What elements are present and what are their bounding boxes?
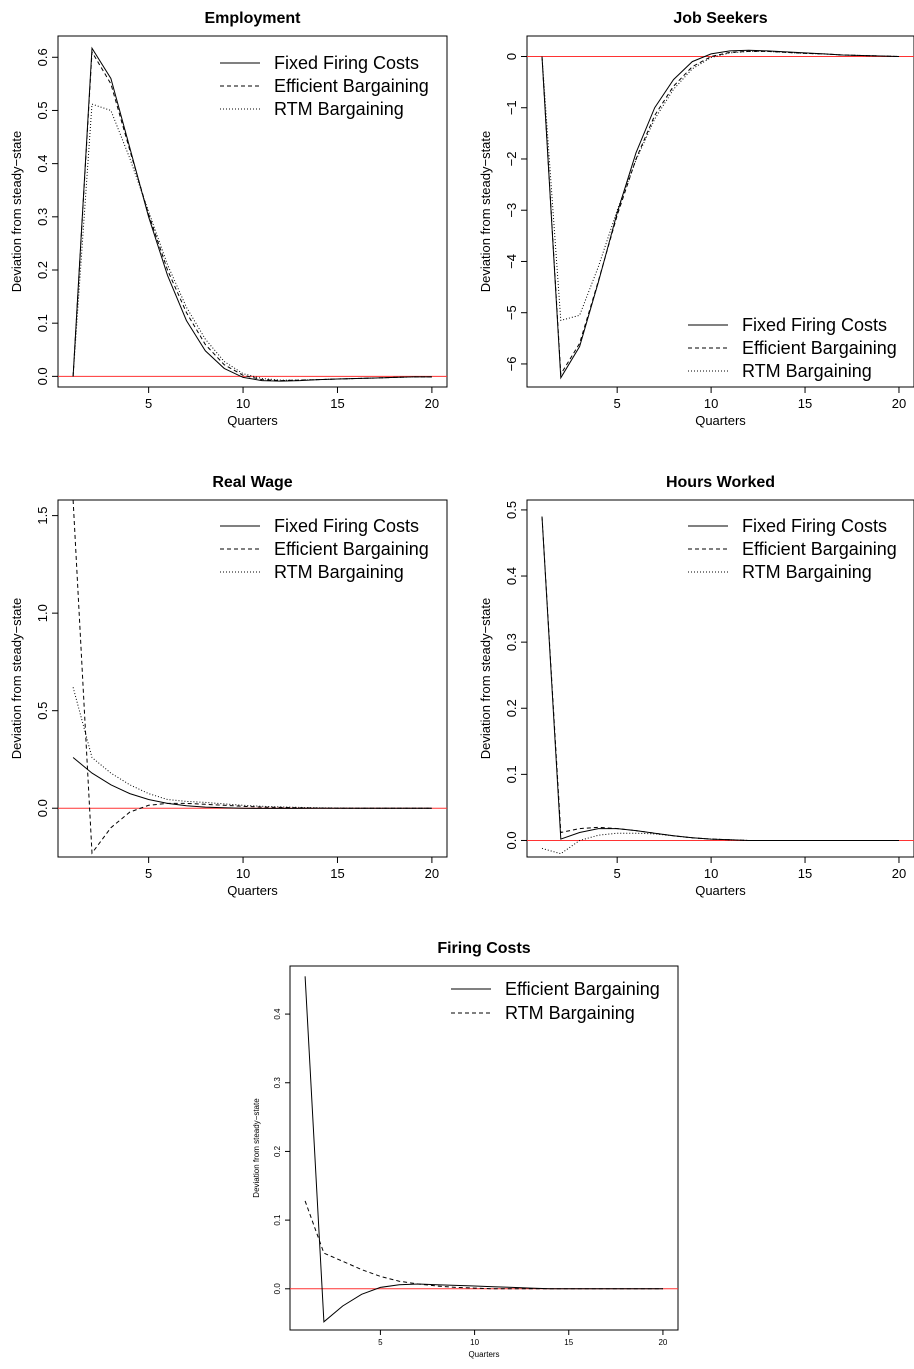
x-tick-label: 10 <box>470 1338 479 1347</box>
y-axis-label: Deviation from steady−state <box>9 598 24 760</box>
plot-frame <box>57 499 448 858</box>
legend-label: Fixed Firing Costs <box>274 53 419 73</box>
y-tick-label: 0.1 <box>273 1214 282 1226</box>
legend-label: Efficient Bargaining <box>274 539 429 559</box>
x-tick-label: 5 <box>145 396 152 411</box>
y-tick-label: 0.3 <box>273 1077 282 1089</box>
legend-label: RTM Bargaining <box>274 99 404 119</box>
chart-panel-2: Real Wage 5 10 15 20 0.0 0.5 1.0 1.5 Quarters Devi… <box>9 474 448 898</box>
y-tick-label: 0.3 <box>35 208 50 226</box>
y-tick-label: 0.2 <box>504 699 519 717</box>
y-tick-label: 0.1 <box>504 765 519 783</box>
x-tick-label: 15 <box>798 396 812 411</box>
x-axis-label: Quarters <box>695 883 746 898</box>
x-tick-label: 10 <box>236 396 250 411</box>
y-tick-label: −5 <box>504 305 519 320</box>
chart-title: Job Seekers <box>673 10 767 27</box>
series-line-0 <box>304 976 663 1323</box>
chart-panel-1: Job Seekers 5 10 15 20 −6 −5 −4 −3 −2 −1 0 Quarters D… <box>478 10 914 428</box>
y-tick-label: 0.1 <box>35 314 50 332</box>
y-tick-label: 0.5 <box>504 501 519 519</box>
x-tick-label: 15 <box>564 1338 573 1347</box>
y-axis-label: Deviation from steady−state <box>9 131 24 293</box>
y-axis-label: Deviation from steady−state <box>478 598 493 760</box>
legend-label: Fixed Firing Costs <box>742 315 887 335</box>
y-axis-label: Deviation from steady−state <box>478 131 493 293</box>
y-tick-label: 0.2 <box>35 261 50 279</box>
y-tick-label: 0.0 <box>35 367 50 385</box>
x-tick-label: 20 <box>658 1338 667 1347</box>
y-axis-label: Deviation from steady−state <box>252 1098 261 1198</box>
x-tick-label: 10 <box>236 866 250 881</box>
y-tick-label: 0.6 <box>35 48 50 66</box>
x-tick-label: 10 <box>704 396 718 411</box>
chart-panel-0: Employment 5 10 15 20 0.0 0.1 0.2 0.3 0.4 0.5 0.6 Qu… <box>9 10 448 428</box>
x-tick-label: 5 <box>614 396 621 411</box>
plot-frame <box>526 35 914 388</box>
y-tick-label: −3 <box>504 203 519 218</box>
legend-label: Fixed Firing Costs <box>742 516 887 536</box>
legend-label: Efficient Bargaining <box>505 979 660 999</box>
series-line-2 <box>541 832 899 855</box>
y-tick-label: −6 <box>504 357 519 372</box>
x-tick-label: 20 <box>892 866 906 881</box>
y-tick-label: 0 <box>504 53 519 60</box>
legend-label: RTM Bargaining <box>742 562 872 582</box>
y-tick-label: −2 <box>504 152 519 167</box>
y-tick-label: 0.2 <box>273 1145 282 1157</box>
x-tick-label: 20 <box>425 396 439 411</box>
y-tick-label: −1 <box>504 100 519 115</box>
series-line-1 <box>72 50 432 382</box>
x-axis-label: Quarters <box>227 883 278 898</box>
x-tick-label: 5 <box>614 866 621 881</box>
chart-title: Firing Costs <box>437 940 530 957</box>
x-axis-label: Quarters <box>227 413 278 428</box>
plot-frame <box>526 499 914 858</box>
chart-title: Real Wage <box>212 474 292 491</box>
x-tick-label: 20 <box>425 866 439 881</box>
chart-panel-3: Hours Worked 5 10 15 20 0.0 0.1 0.2 0.3 0.4 0.5 Qua… <box>478 474 914 898</box>
legend-label: RTM Bargaining <box>742 361 872 381</box>
x-axis-label: Quarters <box>468 1350 499 1359</box>
x-tick-label: 5 <box>378 1338 383 1347</box>
series-line-1 <box>72 499 432 855</box>
legend-label: Efficient Bargaining <box>742 539 897 559</box>
x-tick-label: 15 <box>330 396 344 411</box>
x-axis-label: Quarters <box>695 413 746 428</box>
y-tick-label: 0.5 <box>35 101 50 119</box>
chart-title: Employment <box>204 10 301 27</box>
y-tick-label: 1.0 <box>35 604 50 622</box>
y-tick-label: −4 <box>504 254 519 269</box>
y-tick-label: 0.4 <box>35 155 50 173</box>
y-tick-label: 0.0 <box>273 1283 282 1295</box>
x-tick-label: 20 <box>892 396 906 411</box>
plot-frame <box>57 35 448 388</box>
y-tick-label: 0.5 <box>35 702 50 720</box>
y-tick-label: 0.0 <box>504 831 519 849</box>
chart-title: Hours Worked <box>666 474 775 491</box>
x-tick-label: 10 <box>704 866 718 881</box>
series-line-1 <box>304 1200 663 1290</box>
x-tick-label: 5 <box>145 866 152 881</box>
chart-panel-4: Firing Costs 5 10 15 20 0.0 0.1 0.2 0.3 0.4 Quarte… <box>252 940 679 1359</box>
x-tick-label: 15 <box>330 866 344 881</box>
x-tick-label: 15 <box>798 866 812 881</box>
legend-label: Efficient Bargaining <box>274 76 429 96</box>
y-tick-label: 0.4 <box>504 567 519 585</box>
y-tick-label: 1.5 <box>35 507 50 525</box>
legend-label: Fixed Firing Costs <box>274 516 419 536</box>
y-tick-label: 0.4 <box>273 1008 282 1020</box>
legend-label: RTM Bargaining <box>505 1003 635 1023</box>
plot-frame <box>289 965 679 1331</box>
legend-label: Efficient Bargaining <box>742 338 897 358</box>
legend-label: RTM Bargaining <box>274 562 404 582</box>
y-tick-label: 0.3 <box>504 633 519 651</box>
y-tick-label: 0.0 <box>35 799 50 817</box>
series-line-2 <box>541 50 900 322</box>
